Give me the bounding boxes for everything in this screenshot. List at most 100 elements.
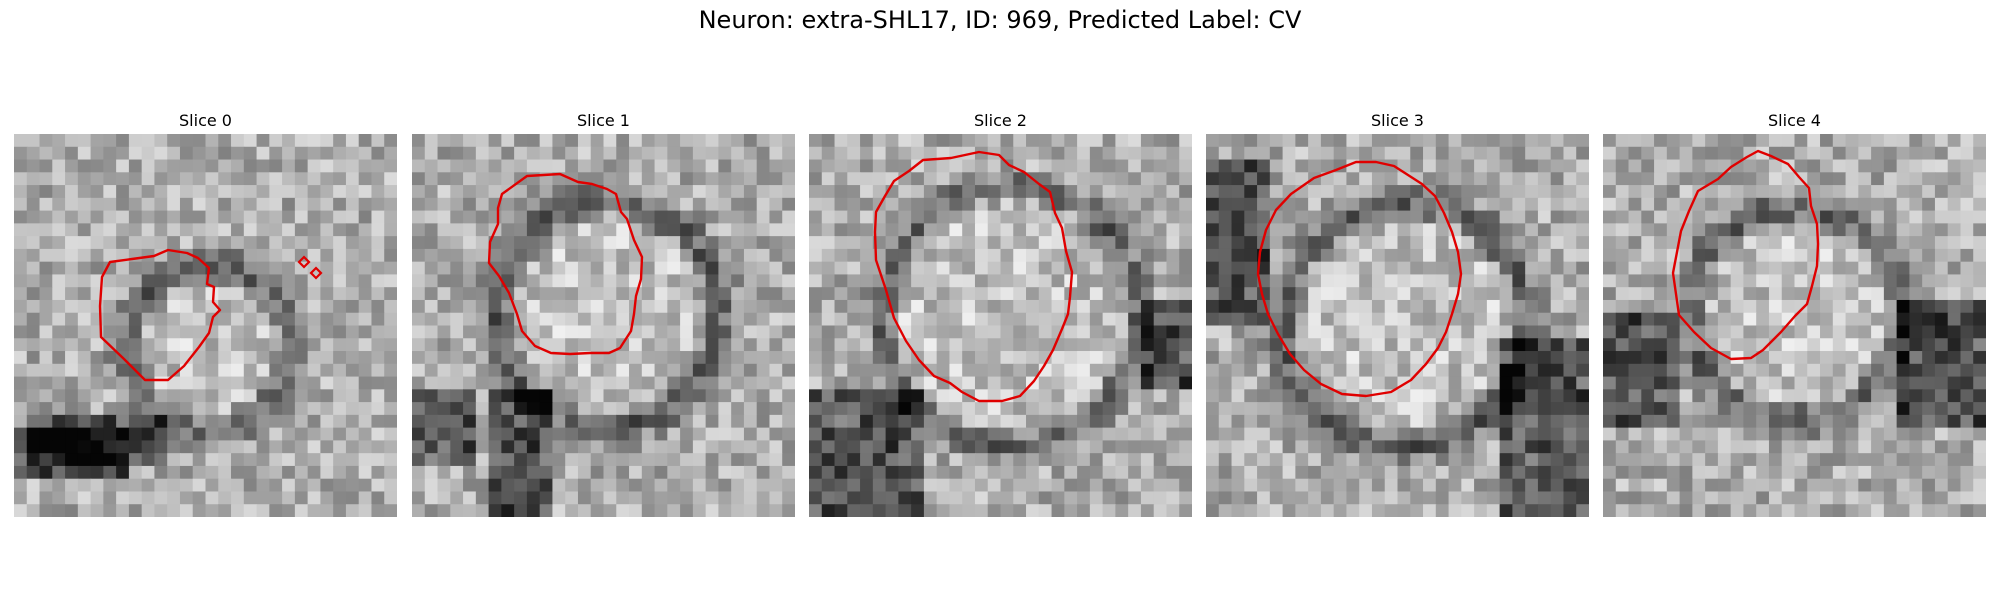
image-pixel [1410,147,1423,160]
image-pixel [1090,326,1103,339]
image-pixel [1001,287,1014,300]
image-pixel [91,300,104,313]
image-pixel [1718,364,1731,377]
image-pixel [1551,479,1564,492]
image-pixel [1206,479,1219,492]
image-pixel [886,440,899,453]
image-pixel [1858,147,1871,160]
image-pixel [333,160,346,173]
image-pixel [1115,415,1128,428]
image-pixel [295,402,308,415]
image-pixel [40,389,53,402]
image-pixel [565,262,578,275]
image-pixel [438,453,451,466]
image-pixel [898,236,911,249]
image-pixel [167,504,180,517]
image-pixel [1270,287,1283,300]
image-pixel [282,274,295,287]
image-pixel [757,326,770,339]
image-pixel [52,134,65,147]
image-pixel [244,287,257,300]
image-pixel [1244,172,1257,185]
image-pixel [78,160,91,173]
image-pixel [1922,326,1935,339]
image-pixel [1551,223,1564,236]
image-pixel [949,287,962,300]
image-pixel [333,326,346,339]
image-pixel [1884,313,1897,326]
image-pixel [1922,364,1935,377]
image-pixel [655,147,668,160]
image-pixel [1270,134,1283,147]
image-pixel [167,147,180,160]
image-pixel [78,172,91,185]
image-pixel [835,402,848,415]
image-pixel [616,389,629,402]
image-pixel [1897,415,1910,428]
image-pixel [206,134,219,147]
image-pixel [1219,160,1232,173]
image-pixel [1563,504,1576,517]
image-pixel [40,377,53,390]
image-pixel [937,134,950,147]
image-pixel [1948,223,1961,236]
image-pixel [1026,160,1039,173]
image-pixel [604,172,617,185]
image-pixel [1398,211,1411,224]
image-pixel [1922,313,1935,326]
image-pixel [1641,274,1654,287]
image-pixel [40,134,53,147]
image-pixel [1756,262,1769,275]
image-pixel [769,172,782,185]
image-pixel [27,491,40,504]
image-pixel [1295,287,1308,300]
image-pixel [949,223,962,236]
image-pixel [1103,198,1116,211]
image-pixel [1871,287,1884,300]
image-pixel [438,326,451,339]
image-pixel [1103,160,1116,173]
image-pixel [1385,491,1398,504]
image-pixel [65,160,78,173]
image-pixel [975,453,988,466]
image-pixel [257,479,270,492]
image-pixel [1166,479,1179,492]
image-pixel [384,440,397,453]
image-pixel [1692,134,1705,147]
image-pixel [450,185,463,198]
image-pixel [1154,211,1167,224]
image-pixel [1629,440,1642,453]
image-pixel [1090,300,1103,313]
image-pixel [1525,160,1538,173]
image-pixel [1026,236,1039,249]
image-pixel [257,172,270,185]
image-pixel [898,402,911,415]
image-pixel [438,504,451,517]
image-pixel [1512,300,1525,313]
image-pixel [244,402,257,415]
image-pixel [616,440,629,453]
image-pixel [962,300,975,313]
image-pixel [489,147,502,160]
image-pixel [822,223,835,236]
image-pixel [1500,504,1513,517]
image-pixel [1359,402,1372,415]
image-pixel [27,262,40,275]
image-pixel [1538,198,1551,211]
image-pixel [693,300,706,313]
image-pixel [1064,377,1077,390]
image-pixel [782,223,795,236]
image-pixel [1461,287,1474,300]
image-pixel [129,172,142,185]
image-pixel [1398,223,1411,236]
image-pixel [269,160,282,173]
image-pixel [1026,313,1039,326]
image-pixel [1334,185,1347,198]
image-pixel [1141,198,1154,211]
image-pixel [65,415,78,428]
image-pixel [1283,491,1296,504]
image-pixel [1629,491,1642,504]
image-pixel [14,223,27,236]
image-pixel [1141,377,1154,390]
image-pixel [949,300,962,313]
